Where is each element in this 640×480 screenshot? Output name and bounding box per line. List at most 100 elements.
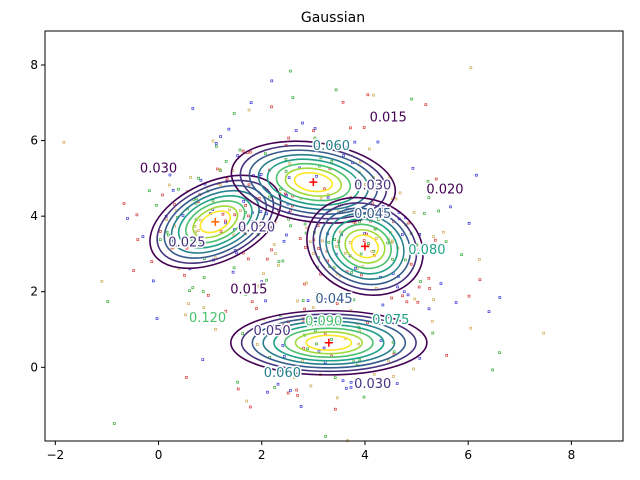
scatter-point	[350, 271, 353, 274]
scatter-point	[303, 282, 306, 286]
contour-ring	[325, 212, 405, 280]
scatter-point	[396, 285, 399, 289]
scatter-point	[390, 239, 394, 243]
scatter-point	[249, 101, 253, 104]
scatter-point	[185, 376, 188, 379]
contour-ring	[306, 196, 424, 296]
scatter-point	[135, 213, 139, 217]
scatter-point	[185, 246, 189, 250]
scatter-point	[311, 252, 315, 255]
scatter-point	[362, 395, 366, 399]
scatter-point	[498, 296, 502, 299]
scatter-point	[335, 245, 338, 248]
scatter-point	[305, 226, 309, 230]
x-tick-label: 6	[464, 448, 472, 462]
contour-label: 0.120	[189, 311, 226, 326]
contour-label: 0.020	[238, 220, 275, 235]
scatter-point	[392, 350, 396, 354]
scatter-point	[332, 266, 336, 270]
scatter-point	[189, 176, 192, 179]
contour-ring	[275, 162, 352, 202]
contour-label: 0.025	[168, 235, 205, 250]
scatter-point	[233, 213, 237, 217]
scatter-point	[106, 300, 110, 303]
scatter-point	[188, 289, 191, 292]
scatter-point	[444, 240, 448, 243]
scatter-point	[333, 238, 337, 241]
scatter-point	[349, 126, 352, 130]
scatter-point	[274, 252, 277, 255]
scatter-point	[404, 258, 407, 262]
scatter-point	[239, 209, 242, 212]
scatter-point	[434, 177, 438, 181]
scatter-point	[218, 183, 222, 187]
scatter-point	[469, 66, 473, 70]
scatter-point	[330, 159, 334, 163]
contour-lines	[149, 140, 428, 376]
scatter-point	[259, 210, 263, 214]
scatter-point	[377, 218, 380, 221]
scatter-point	[303, 307, 306, 311]
scatter-point	[491, 368, 494, 372]
contour-ring	[251, 316, 407, 369]
scatter-point	[141, 235, 145, 238]
x-tick-label: 4	[361, 448, 369, 462]
scatter-point	[315, 174, 318, 178]
scatter-point	[437, 209, 440, 213]
scatter-point	[306, 299, 310, 302]
chart-title: Gaussian	[301, 10, 365, 26]
scatter-point	[293, 376, 296, 379]
scatter-point	[184, 313, 187, 317]
scatter-point	[407, 221, 411, 225]
contour-ring	[293, 171, 334, 193]
plot-frame	[44, 30, 624, 442]
contour-label: 0.050	[253, 324, 290, 339]
scatter-point	[249, 150, 252, 154]
scatter-point	[173, 203, 176, 206]
scatter-point	[279, 187, 282, 191]
scatter-point	[277, 260, 281, 264]
contour-label: 0.045	[315, 292, 352, 307]
contour-ring	[294, 331, 363, 355]
scatter-point	[241, 149, 245, 153]
scatter-point	[211, 139, 215, 143]
scatter-point	[412, 367, 415, 371]
x-tick-label: 2	[258, 448, 266, 462]
scatter-point	[195, 197, 198, 201]
scatter-point	[327, 240, 331, 244]
scatter-point	[224, 309, 228, 313]
scatter-point	[362, 239, 366, 242]
scatter-point	[284, 158, 288, 161]
scatter-point	[304, 246, 307, 249]
scatter-point	[487, 310, 491, 313]
scatter-point	[155, 317, 159, 320]
scatter-point	[364, 183, 367, 186]
scatter-point	[285, 233, 288, 237]
scatter-point	[366, 321, 369, 325]
y-tick-label: 8	[30, 58, 38, 72]
scatter-point	[219, 135, 222, 138]
scatter-point	[265, 278, 268, 282]
scatter-point	[191, 107, 195, 110]
scatter-point	[287, 176, 291, 179]
scatter-point	[370, 250, 374, 253]
scatter-point	[232, 266, 236, 270]
scatter-point	[308, 240, 312, 244]
scatter-point	[317, 294, 321, 298]
scatter-point	[391, 258, 394, 261]
scatter-point	[232, 112, 236, 115]
contour-label: 0.090	[305, 315, 342, 330]
center-marker	[360, 242, 369, 251]
scatter-point	[324, 435, 327, 438]
scatter-point	[242, 199, 245, 203]
scatter-point	[386, 241, 389, 245]
scatter-point	[418, 356, 422, 360]
scatter-point	[432, 235, 435, 238]
contour-ring	[192, 205, 239, 239]
scatter-point	[165, 218, 168, 221]
scatter-point	[313, 127, 317, 130]
scatter-point	[221, 212, 225, 216]
scatter-point	[211, 199, 215, 203]
scatter-point	[426, 179, 430, 183]
y-tick-label: 0	[30, 360, 38, 374]
